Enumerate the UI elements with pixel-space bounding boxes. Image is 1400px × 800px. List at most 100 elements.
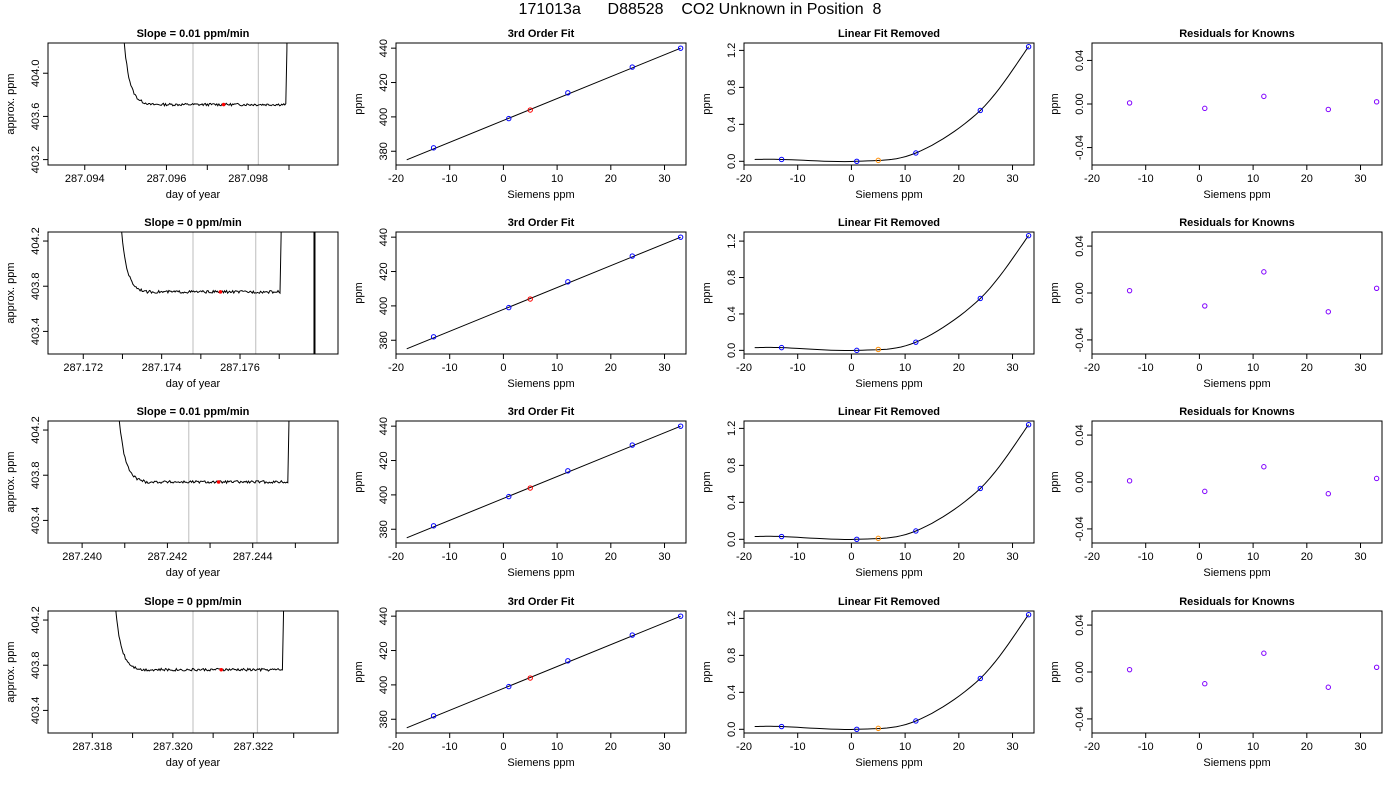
x-axis-label: Siemens ppm — [1203, 567, 1270, 579]
y-tick-label: 0.0 — [726, 532, 738, 547]
y-tick-label: 1.2 — [726, 233, 738, 248]
y-tick-label: 440 — [378, 607, 390, 625]
y-tick-label: 420 — [378, 641, 390, 659]
plot-frame — [1091, 610, 1383, 734]
x-axis-label: Siemens ppm — [507, 189, 574, 201]
x-tick-label: 287.240 — [62, 551, 102, 563]
y-tick-label: 0.4 — [726, 685, 738, 700]
plot-data — [406, 613, 684, 729]
known-point — [506, 683, 512, 690]
x-tick-label: 287.318 — [72, 741, 112, 753]
x-tick-label: 30 — [1354, 741, 1366, 753]
known-point — [1202, 681, 1208, 687]
known-point — [1126, 287, 1133, 294]
x-tick-label: -10 — [442, 551, 458, 563]
chart-panel: 3rd Order Fit -20 -10 0 10 20 30 380 400 420 440 Si… — [348, 590, 698, 780]
known-point — [1025, 611, 1032, 618]
y-axis-label: ppm — [1049, 471, 1061, 492]
x-tick-label: 287.174 — [142, 362, 182, 374]
x-tick-label: 30 — [1354, 362, 1366, 374]
x-tick-label: 0 — [848, 362, 854, 374]
chart-svg: Slope = 0.01 ppm/min 287.094 287.096 287.09… — [5, 28, 339, 201]
chart-panel: Slope = 0.01 ppm/min 287.094 287.096 287.09… — [0, 22, 350, 212]
known-point — [913, 528, 919, 534]
known-point — [1325, 106, 1331, 113]
fit-line — [406, 425, 681, 539]
known-point — [430, 145, 437, 151]
y-axis-label: ppm — [353, 93, 365, 114]
y-tick-label: 404.0 — [30, 59, 42, 87]
plot-frame — [395, 420, 687, 544]
plot-frame — [395, 610, 687, 734]
known-point — [977, 485, 983, 492]
x-tick-label: 30 — [658, 741, 670, 753]
y-tick-label: 403.6 — [30, 103, 42, 131]
plot-data — [1126, 464, 1380, 497]
chart-title: Residuals for Knowns — [1179, 406, 1295, 418]
chart-panel: Residuals for Knowns -20 -10 0 10 20 30 -0.04 0.… — [1044, 590, 1394, 780]
x-tick-label: -10 — [790, 551, 806, 563]
known-point — [1126, 100, 1133, 106]
plot-data — [406, 45, 684, 161]
plot-data — [1126, 650, 1380, 690]
x-axis-label: Siemens ppm — [507, 378, 574, 390]
x-tick-label: 287.176 — [220, 362, 260, 374]
x-axis-label: day of year — [166, 567, 221, 579]
x-axis-label: Siemens ppm — [855, 378, 922, 390]
x-tick-label: -10 — [442, 173, 458, 185]
chart-title: Slope = 0.01 ppm/min — [137, 406, 250, 418]
unknown-marker — [218, 290, 223, 294]
x-tick-label: -10 — [442, 741, 458, 753]
chart-panel: Slope = 0 ppm/min 287.172 287.174 287.176 40… — [0, 211, 350, 401]
y-axis-label: approx. ppm — [5, 73, 17, 134]
x-axis-label: Siemens ppm — [855, 757, 922, 769]
y-tick-label: 0.4 — [726, 117, 738, 132]
known-point — [778, 533, 785, 540]
x-tick-label: 0 — [1196, 173, 1202, 185]
y-axis-label: ppm — [701, 282, 713, 303]
y-tick-label: 380 — [378, 331, 390, 349]
y-tick-label: 380 — [378, 142, 390, 160]
y-tick-label: 1.2 — [726, 43, 738, 58]
y-tick-label: 0.00 — [1074, 661, 1086, 682]
chart-svg: Slope = 0.01 ppm/min 287.240 287.242 287.24… — [5, 406, 339, 579]
y-tick-label: -0.04 — [1074, 135, 1086, 160]
plot-frame — [743, 610, 1035, 734]
y-tick-label: 0.04 — [1074, 424, 1086, 445]
y-tick-label: 440 — [378, 417, 390, 435]
x-tick-label: 10 — [899, 741, 911, 753]
x-axis-label: Siemens ppm — [1203, 189, 1270, 201]
plot-data — [754, 43, 1032, 165]
plot-data — [1126, 269, 1380, 315]
fit-line — [406, 236, 681, 350]
chart-title: Slope = 0 ppm/min — [144, 596, 242, 608]
x-tick-label: 0 — [1196, 551, 1202, 563]
unknown-marker — [221, 102, 226, 107]
y-tick-label: 0.04 — [1074, 50, 1086, 71]
known-point — [430, 334, 437, 340]
y-tick-label: 0.04 — [1074, 235, 1086, 256]
y-tick-label: 0.4 — [726, 495, 738, 510]
x-tick-label: 287.320 — [153, 741, 193, 753]
plot-frame — [47, 231, 339, 355]
y-tick-label: 403.2 — [30, 146, 42, 174]
x-tick-label: 10 — [1247, 362, 1259, 374]
x-tick-label: 0 — [848, 551, 854, 563]
x-tick-label: 30 — [1006, 551, 1018, 563]
chart-svg: Linear Fit Removed -20 -10 0 10 20 30 0.0 0.4 0.8… — [701, 406, 1035, 579]
known-point — [506, 115, 512, 122]
x-tick-label: 20 — [605, 362, 617, 374]
x-tick-label: 287.244 — [233, 551, 273, 563]
known-point — [913, 150, 919, 156]
known-point — [1261, 269, 1267, 275]
chart-title: Residuals for Knowns — [1179, 596, 1295, 608]
known-point — [1373, 285, 1380, 292]
x-tick-label: 20 — [605, 173, 617, 185]
chart-title: Slope = 0 ppm/min — [144, 217, 242, 229]
fit-line — [406, 47, 681, 161]
known-point — [977, 107, 983, 114]
x-tick-label: 30 — [1006, 741, 1018, 753]
trace-line — [115, 611, 285, 673]
x-tick-label: 0 — [1196, 362, 1202, 374]
